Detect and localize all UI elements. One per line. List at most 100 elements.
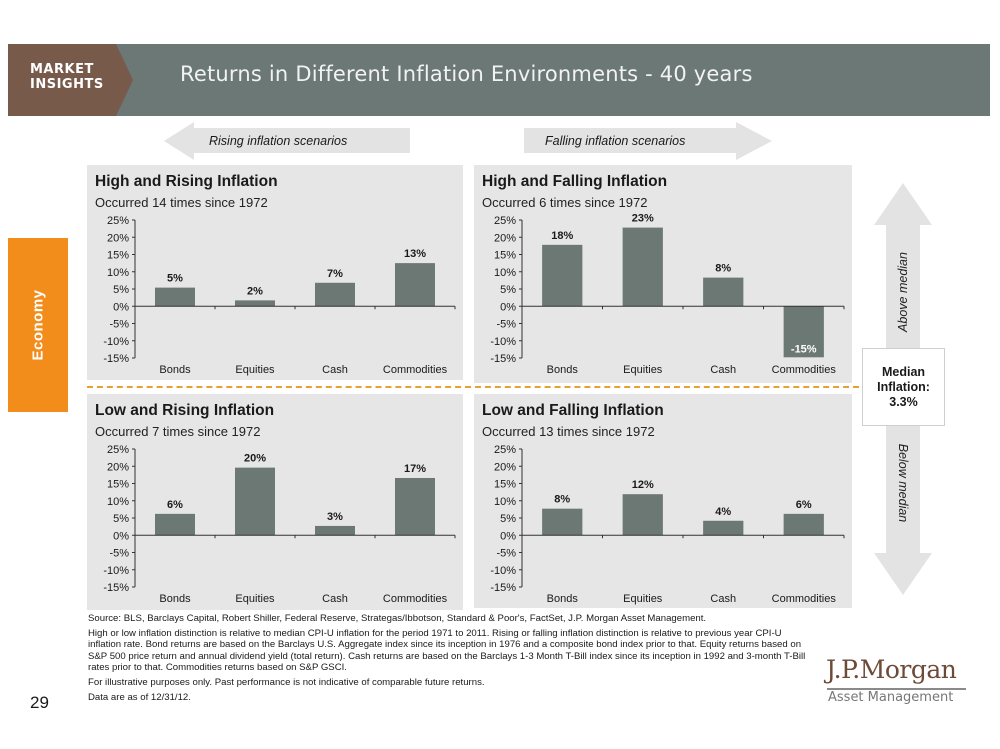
falling-scenarios-arrow: Falling inflation scenarios [524,122,772,160]
x-tick-label: Commodities [772,364,837,376]
chart-title: High and Falling Inflation [482,173,668,190]
data-label: 13% [404,248,426,260]
data-label: 8% [554,494,570,506]
median-divider-line [87,386,859,388]
bar-chart: 25% 20% 15% 10% 5% 0% -5% -10% -15% 6% Bonds 20% Equ… [103,444,456,605]
chart-panel-low-rising: Low and Rising Inflation Occurred 7 time… [87,394,463,610]
data-label: 6% [796,499,812,511]
bar-commodities [395,477,435,536]
rising-scenarios-arrow: Rising inflation scenarios [164,122,410,160]
y-tick-label: 25% [494,444,516,456]
page-number: 29 [30,693,49,712]
median-label-line-1: Median [881,365,926,379]
bar-equities [622,494,663,536]
data-label: 7% [327,268,343,280]
x-tick-label: Commodities [383,593,448,605]
x-tick-label: Commodities [772,593,837,605]
logo-subtitle: Asset Management [828,690,954,705]
median-inflation-box: Median Inflation: 3.3% [862,348,945,426]
chart-panel-high-rising: High and Rising Inflation Occurred 14 ti… [87,165,463,380]
y-tick-label: -10% [490,336,516,348]
header-banner [8,44,990,116]
y-tick-label: 25% [107,444,129,456]
chart-panel-low-falling: Low and Falling Inflation Occurred 13 ti… [474,394,852,608]
y-tick-label: 10% [107,496,129,508]
y-tick-label: 20% [494,461,516,473]
y-tick-label: 20% [494,232,516,244]
x-tick-label: Equities [235,593,275,605]
data-label: 18% [551,230,573,242]
bar-commodities [783,513,824,536]
y-tick-label: -10% [490,565,516,577]
badge-line-1: MARKET [30,62,94,77]
y-tick-label: 20% [107,232,129,244]
y-tick-label: -5% [109,319,129,331]
median-label-line-2: Inflation: [877,380,930,394]
data-label: 23% [632,213,654,225]
y-tick-label: -10% [103,565,129,577]
x-tick-label: Cash [322,593,348,605]
badge-line-2: INSIGHTS [30,77,104,92]
x-tick-label: Equities [623,593,663,605]
y-tick-label: -15% [490,353,516,365]
market-insights-badge [8,44,133,116]
y-tick-label: -5% [496,548,516,560]
y-tick-label: 10% [107,267,129,279]
data-label: 6% [167,499,183,511]
x-tick-label: Cash [322,364,348,376]
economy-section-label: Economy [29,289,47,361]
bar-cash [703,277,744,307]
y-tick-label: -10% [103,336,129,348]
data-label: 3% [327,511,343,523]
data-label: 5% [167,273,183,285]
bar-chart: 25% 20% 15% 10% 5% 0% -5% -10% -15% 5% Bonds 2% Equi… [103,215,456,376]
bar-chart: 25% 20% 15% 10% 5% 0% -5% -10% -15% 8% Bonds 12% Equ… [490,444,845,605]
y-tick-label: 15% [107,250,129,262]
x-tick-label: Bonds [547,364,579,376]
chart-subtitle: Occurred 6 times since 1972 [482,195,648,210]
bar-bonds [155,513,195,536]
x-tick-label: Bonds [159,364,191,376]
y-tick-label: -5% [496,319,516,331]
bar-cash [315,282,355,307]
jpmorgan-logo: J.P.Morgan [826,655,957,684]
y-tick-label: 10% [494,496,516,508]
y-tick-label: -15% [103,353,129,365]
y-tick-label: 5% [500,284,516,296]
data-label: 4% [715,506,731,518]
rising-scenarios-label: Rising inflation scenarios [209,134,348,148]
y-tick-label: 5% [113,513,129,525]
data-label: 20% [244,453,266,465]
y-tick-label: 10% [494,267,516,279]
x-tick-label: Bonds [159,593,191,605]
footnote-data-date: Data are as of 12/31/12. [88,691,191,703]
chart-title: Low and Falling Inflation [482,402,664,419]
y-tick-label: 25% [494,215,516,227]
y-tick-label: 25% [107,215,129,227]
footnote-source: Source: BLS, Barclays Capital, Robert Sh… [88,613,707,624]
median-inflation-value: 3.3% [889,395,918,409]
below-median-label: Below median [896,443,910,523]
x-tick-label: Bonds [547,593,579,605]
y-tick-label: -15% [490,582,516,594]
y-tick-label: -5% [109,548,129,560]
bar-equities [235,467,275,536]
bar-bonds [155,287,195,307]
y-tick-label: 15% [107,479,129,491]
y-tick-label: 0% [500,530,516,542]
y-tick-label: 15% [494,479,516,491]
y-tick-label: 0% [113,301,129,313]
page-title: Returns in Different Inflation Environme… [180,62,753,86]
bar-commodities [783,306,824,358]
above-median-label: Above median [896,252,910,332]
data-label: 17% [404,463,426,475]
market-insights-label: MARKET INSIGHTS [30,62,120,92]
chart-title: High and Rising Inflation [95,173,278,190]
chart-subtitle: Occurred 7 times since 1972 [95,424,261,439]
left-arrow-icon [164,122,410,160]
x-tick-label: Cash [710,364,736,376]
chart-subtitle: Occurred 13 times since 1972 [482,424,655,439]
y-tick-label: 5% [500,513,516,525]
y-tick-label: 0% [500,301,516,313]
bar-bonds [542,508,583,536]
